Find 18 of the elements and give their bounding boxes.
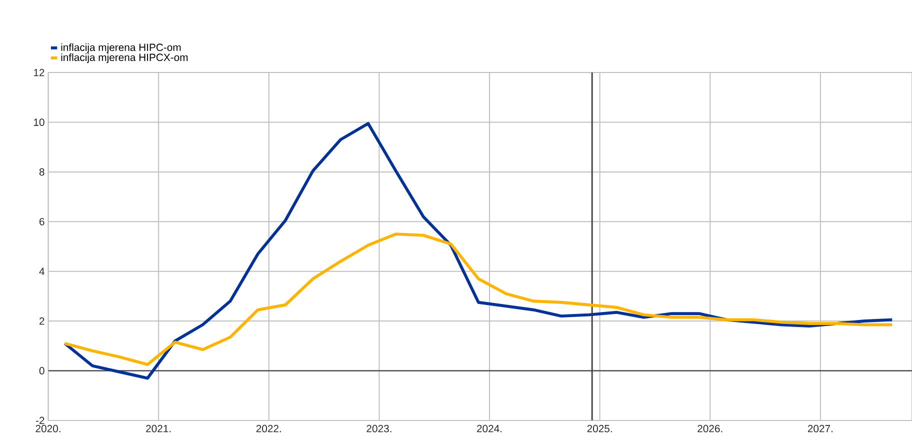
y-tick-label: 6 — [40, 218, 44, 226]
y-tick-label: 8 — [39, 168, 44, 176]
x-tick-label: 2027. — [808, 424, 832, 432]
legend-label: inflacija mjerena HIPC-om — [61, 43, 181, 53]
y-tick-label: 0 — [39, 366, 44, 374]
x-tick-label: 2026. — [698, 424, 722, 432]
x-tick-label: 2025. — [587, 424, 612, 432]
x-tick-label: 2022. — [256, 424, 281, 432]
x-tick-label: 2020. — [36, 424, 60, 432]
x-tick-label: 2021. — [146, 424, 171, 432]
y-tick-label: 4 — [39, 268, 44, 275]
x-tick-label: 2023. — [366, 424, 392, 432]
y-tick-label: 10 — [34, 118, 44, 126]
y-tick-label: 2 — [40, 317, 44, 325]
y-tick-label: -2 — [36, 416, 44, 424]
legend-label: inflacija mjerena HIPCX-om — [61, 53, 188, 63]
y-tick-label: 12 — [34, 68, 44, 76]
x-tick-label: 2024. — [477, 424, 502, 432]
